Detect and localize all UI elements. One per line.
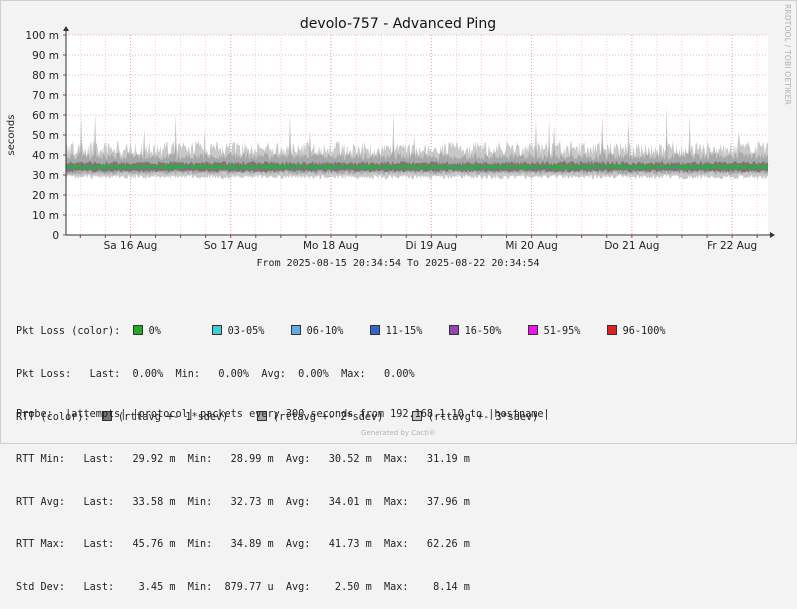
- y-tick-label: 40 m: [32, 150, 59, 162]
- x-tick-label: Mo 18 Aug: [303, 240, 359, 252]
- x-axis-arrow: [770, 232, 775, 238]
- chart: devolo-757 - Advanced Ping seconds 0 10 m…: [6, 16, 775, 269]
- probe-row: Probe: |attempts| |protocol| packets eve…: [16, 409, 550, 420]
- y-tick-label: 80 m: [32, 70, 59, 82]
- loss-class: 0%: [132, 325, 212, 339]
- y-tick-label: 20 m: [32, 190, 59, 202]
- loss-label: 96-100%: [622, 326, 666, 338]
- rtt-class: (rttavg +- 1*sdev): [101, 410, 257, 425]
- y-tick-label: 90 m: [32, 50, 59, 62]
- rtt-class: (rttavg +- 2*sdev): [256, 410, 412, 425]
- pkt-loss-color-row: Pkt Loss (color): 0% 03-05% 06-10% 11-15% 16…: [16, 325, 686, 339]
- x-tick-label: Di 19 Aug: [406, 240, 458, 252]
- pkt-loss-row: Pkt Loss: Last: 0.00% Min: 0.00% Avg: 0.…: [16, 369, 415, 380]
- loss-class: 16-50%: [448, 325, 528, 339]
- y-tick-label: 70 m: [32, 90, 59, 102]
- x-tick-label: Mi 20 Aug: [505, 240, 558, 252]
- std-dev-row: Std Dev: Last: 3.45 m Min: 879.77 u Avg:…: [16, 581, 470, 593]
- rtt-min-row: RTT Min: Last: 29.92 m Min: 28.99 m Avg:…: [16, 454, 470, 466]
- y-axis-arrow: [63, 26, 69, 31]
- vendor-watermark: RRDTOOL / TOBI OETIKER: [783, 4, 792, 105]
- x-tick-label: Do 21 Aug: [604, 240, 659, 252]
- loss-swatch: [290, 325, 301, 336]
- rtt-label: (rttavg +- 1*sdev): [117, 411, 229, 423]
- avg-line: [65, 163, 769, 171]
- legend: Pkt Loss (color): 0% 03-05% 06-10% 11-15% 16…: [16, 297, 686, 609]
- loss-label: 16-50%: [464, 326, 502, 338]
- date-range-label: From 2025-08-15 20:34:54 To 2025-08-22 2…: [257, 258, 540, 269]
- rtt-avg-row: RTT Avg: Last: 33.58 m Min: 32.73 m Avg:…: [16, 496, 470, 508]
- y-axis-label: seconds: [6, 115, 17, 156]
- rtt-class: (rttavg +- 3*sdev): [411, 410, 567, 425]
- loss-swatch: [527, 325, 538, 336]
- band-1sdev: [66, 161, 768, 173]
- rtt-label: (rttavg +- 3*sdev): [427, 411, 539, 423]
- loss-class: 11-15%: [369, 325, 449, 339]
- loss-swatch: [369, 325, 380, 336]
- loss-label: 06-10%: [306, 326, 344, 338]
- y-tick-label: 100 m: [25, 30, 59, 42]
- loss-class: 96-100%: [606, 325, 686, 339]
- loss-class: 06-10%: [290, 325, 370, 339]
- y-tick-label: 50 m: [32, 130, 59, 142]
- loss-label: 0%: [148, 326, 161, 338]
- rtt-max-row: RTT Max: Last: 45.76 m Min: 34.89 m Avg:…: [16, 539, 470, 551]
- pkt-loss-color-label: Pkt Loss (color):: [16, 326, 121, 338]
- y-tick-label: 0: [52, 230, 59, 242]
- rtt-swatch: [101, 410, 112, 421]
- y-tick-label: 60 m: [32, 110, 59, 122]
- loss-swatch: [132, 325, 143, 336]
- y-tick-label: 30 m: [32, 170, 59, 182]
- cacti-credit: Generated by Cacti®: [361, 429, 436, 437]
- loss-classes: 0% 03-05% 06-10% 11-15% 16-50% 51-95% 96-100%: [132, 325, 686, 339]
- loss-label: 51-95%: [543, 326, 581, 338]
- rtt-swatch: [256, 410, 267, 421]
- loss-label: 03-05%: [227, 326, 265, 338]
- loss-swatch: [606, 325, 617, 336]
- loss-swatch: [211, 325, 222, 336]
- chart-title: devolo-757 - Advanced Ping: [300, 16, 496, 32]
- loss-class: 51-95%: [527, 325, 607, 339]
- x-tick-label: Sa 16 Aug: [104, 240, 158, 252]
- rtt-color-label: RTT (color):: [16, 411, 90, 423]
- y-tick-labels: 0 10 m 20 m 30 m 40 m 50 m 60 m 70 m 80 m 90 m 100…: [25, 30, 59, 242]
- x-tick-label: Fr 22 Aug: [707, 240, 757, 252]
- rtt-bands: [65, 105, 769, 180]
- rtt-classes: (rttavg +- 1*sdev) (rttavg +- 2*sdev) (rtt…: [101, 410, 567, 425]
- rtt-label: (rttavg +- 2*sdev): [272, 411, 384, 423]
- loss-label: 11-15%: [385, 326, 423, 338]
- x-tick-labels: Sa 16 Aug So 17 Aug Mo 18 Aug Di 19 Aug Mi 2…: [104, 240, 758, 252]
- loss-swatch: [448, 325, 459, 336]
- x-tick-label: So 17 Aug: [204, 240, 258, 252]
- axes: [63, 26, 775, 238]
- rtt-color-row: RTT (color): (rttavg +- 1*sdev) (rttavg +…: [16, 410, 686, 425]
- rtt-swatch: [411, 410, 422, 421]
- y-tick-label: 10 m: [32, 210, 59, 222]
- loss-class: 03-05%: [211, 325, 291, 339]
